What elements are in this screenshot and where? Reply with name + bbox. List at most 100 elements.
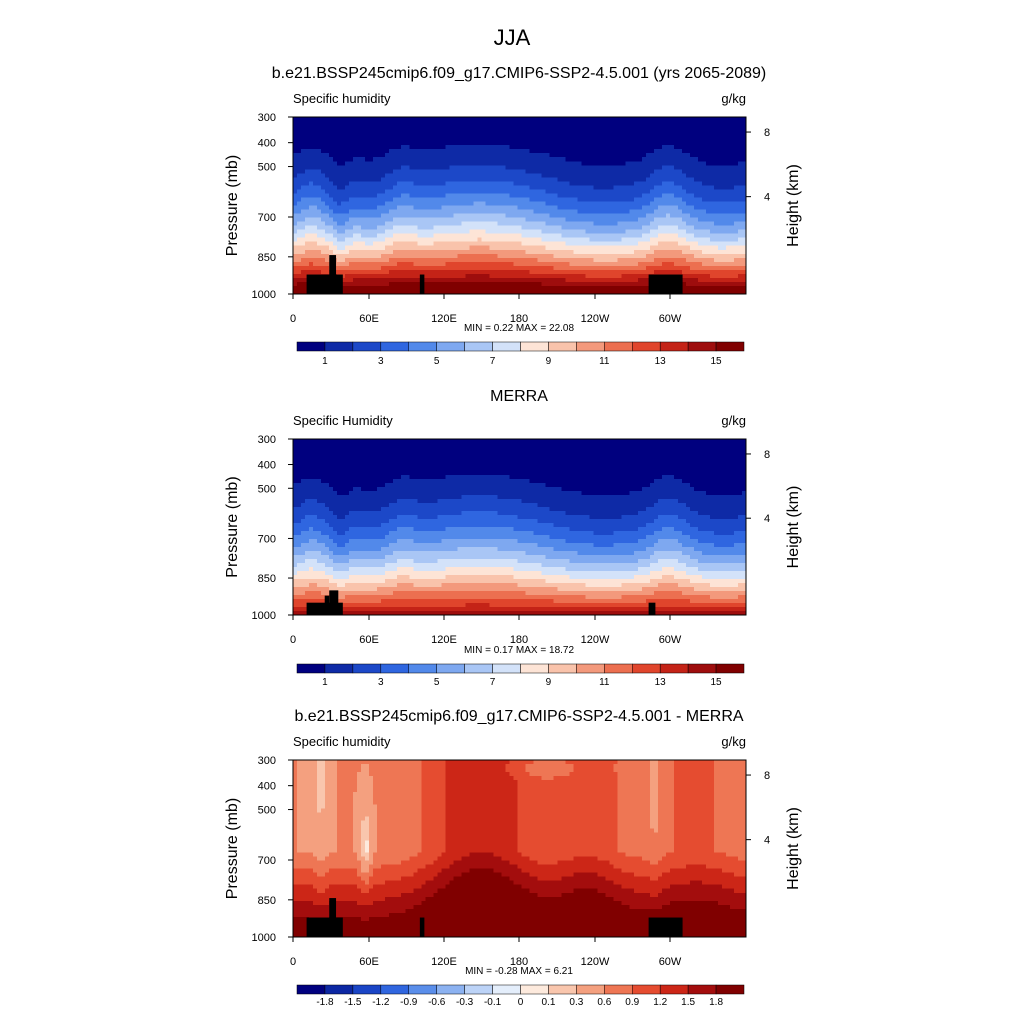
heatmap-cell [481,137,487,142]
heatmap-cell [321,249,326,255]
heatmap-cell [573,169,579,174]
heatmap-cell [469,273,474,279]
heatmap-cell [389,249,394,255]
heatmap-cell [545,141,551,146]
heatmap-cell [713,221,719,227]
heatmap-cell [481,253,487,259]
heatmap-cell [665,205,671,211]
heatmap-cell [533,277,539,283]
heatmap-cell [629,233,635,239]
heatmap-cell [429,125,434,130]
heatmap-cell [729,225,735,231]
heatmap-cell [349,193,354,199]
heatmap-cell [381,209,386,215]
heatmap-cell [685,193,691,199]
heatmap-cell [685,233,691,239]
heatmap-cell [513,181,519,186]
heatmap-cell [581,265,587,271]
heatmap-cell [661,201,667,207]
heatmap-cell [613,261,619,267]
heatmap-cell [345,237,350,243]
heatmap-cell [301,201,306,207]
heatmap-cell [609,181,615,186]
heatmap-cell [365,233,370,239]
heatmap-cell [349,229,354,235]
heatmap-cell [685,161,691,166]
heatmap-cell [401,169,406,174]
heatmap-cell [741,137,747,142]
heatmap-cell [649,173,655,178]
heatmap-cell [493,137,499,142]
heatmap-cell [649,257,655,263]
heatmap-cell [733,229,739,235]
heatmap-cell [601,273,607,279]
heatmap-cell [553,217,559,223]
heatmap-cell [385,129,390,134]
heatmap-cell [357,141,362,146]
heatmap-cell [369,161,374,166]
heatmap-cell [413,205,418,211]
heatmap-cell [505,273,511,279]
heatmap-cell [509,209,515,215]
heatmap-cell [469,237,474,243]
heatmap-cell [541,269,547,275]
heatmap-cell [625,197,631,203]
heatmap-cell [457,289,462,295]
heatmap-cell [301,245,306,251]
heatmap-cell [621,209,627,215]
heatmap-cell [709,213,715,219]
heatmap-cell [469,173,474,178]
heatmap-cell [661,149,667,154]
heatmap-cell [469,217,474,223]
heatmap-cell [373,229,378,235]
heatmap-cell [561,205,567,211]
heatmap-cell [333,165,338,170]
heatmap-cell [473,145,479,150]
heatmap-cell [553,165,559,170]
heatmap-cell [477,117,483,122]
heatmap-cell [701,185,707,191]
heatmap-cell [361,173,366,178]
heatmap-cell [433,197,438,203]
heatmap-cell [669,149,675,154]
heatmap-cell [405,265,410,271]
heatmap-cell [477,261,483,267]
heatmap-cell [345,141,350,146]
heatmap-cell [673,145,679,150]
heatmap-cell [377,245,382,251]
heatmap-cell [565,117,571,122]
heatmap-cell [641,201,647,207]
heatmap-cell [601,225,607,231]
heatmap-cell [685,269,691,275]
heatmap-cell [529,229,535,235]
heatmap-cell [709,201,715,207]
heatmap-cell [533,201,539,207]
heatmap-cell [737,265,743,271]
heatmap-cell [581,157,587,162]
heatmap-cell [397,229,402,235]
heatmap-cell [389,225,394,231]
height-tick-label: 4 [764,192,770,204]
heatmap-cell [321,141,326,146]
heatmap-cell [577,165,583,170]
heatmap-cell [677,153,683,158]
heatmap-cell [601,193,607,199]
heatmap-cell [345,289,350,295]
heatmap-cell [637,157,643,162]
heatmap-cell [669,253,675,259]
heatmap-cell [609,161,615,166]
heatmap-cell [457,137,462,142]
heatmap-cell [417,121,422,126]
heatmap-cell [681,181,687,186]
heatmap-cell [545,145,551,150]
heatmap-cell [633,285,639,291]
heatmap-cell [361,121,366,126]
heatmap-cell [653,229,659,235]
heatmap-cell [621,129,627,134]
heatmap-cell [641,213,647,219]
heatmap-cell [317,217,322,223]
heatmap-cell [361,193,366,199]
heatmap-cell [721,141,727,146]
heatmap-cell [341,285,346,291]
heatmap-cell [493,193,499,199]
